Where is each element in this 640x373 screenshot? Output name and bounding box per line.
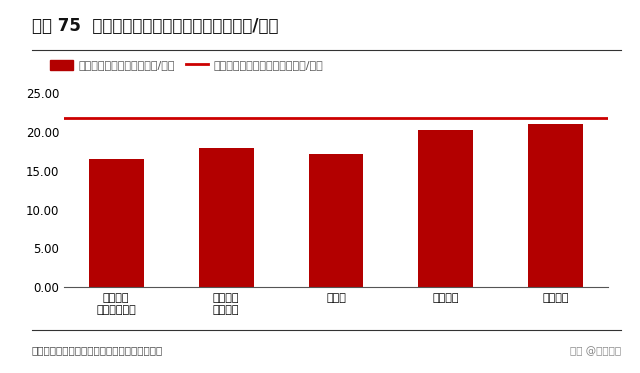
Bar: [89, 159, 143, 287]
Text: 图表 75  公司六氟磷酸锂单吨成本比较（万元/吨）: 图表 75 公司六氟磷酸锂单吨成本比较（万元/吨）: [32, 17, 278, 35]
Bar: [419, 130, 474, 287]
Bar: [198, 148, 253, 287]
Bar: [308, 154, 364, 287]
Legend: 六氟磷酸锂单吨成本（万元/吨）, 六氟磷酸锂行业平均成本（万元/吨）: 六氟磷酸锂单吨成本（万元/吨）, 六氟磷酸锂行业平均成本（万元/吨）: [51, 60, 323, 70]
Text: 头条 @未来智库: 头条 @未来智库: [570, 346, 621, 355]
Text: 资料来源：各公司公告，环评，华安证券研究所: 资料来源：各公司公告，环评，华安证券研究所: [32, 346, 163, 355]
Bar: [529, 124, 583, 287]
